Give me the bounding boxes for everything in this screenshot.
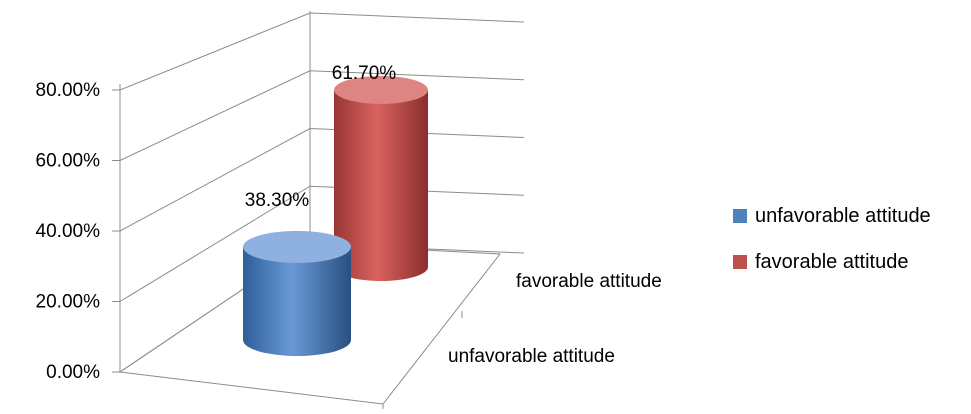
- y-tick-label: 60.00%: [36, 151, 101, 172]
- bar-layer: [243, 75, 428, 356]
- legend-item-favorable: favorable attitude: [733, 239, 931, 285]
- cylinder-favorable: [334, 75, 428, 281]
- y-tick-label: 40.00%: [36, 221, 101, 242]
- legend-label-unfavorable: unfavorable attitude: [755, 204, 931, 227]
- gridline: [119, 12, 525, 91]
- cylinder-body: [334, 89, 428, 281]
- legend-swatch-unfavorable: [733, 209, 747, 223]
- cylinder-top: [334, 75, 428, 104]
- data-label: 38.30%: [245, 190, 310, 211]
- legend-label-favorable: favorable attitude: [755, 250, 909, 273]
- tick-layer: 0.00% 20.00% 40.00% 60.00% 80.00%: [36, 80, 101, 383]
- gridline: [119, 127, 525, 232]
- label-layer: unfavorable attitude favorable attitude 61…: [245, 63, 662, 367]
- grid-layer: [112, 11, 525, 409]
- cylinder-body: [243, 246, 351, 356]
- y-tick-label: 20.00%: [36, 292, 101, 313]
- legend-item-unfavorable: unfavorable attitude: [733, 193, 931, 239]
- y-tick-label: 0.00%: [46, 362, 100, 383]
- cylinder-top: [243, 230, 351, 263]
- legend-swatch-favorable: [733, 255, 747, 269]
- gridline: [119, 70, 525, 161]
- x-tick-label: favorable attitude: [516, 271, 662, 292]
- y-tick-label: 80.00%: [36, 80, 101, 101]
- cylinder-unfavorable: [243, 230, 351, 356]
- data-label: 61.70%: [332, 63, 397, 84]
- legend: unfavorable attitude favorable attitude: [733, 193, 931, 285]
- x-tick-label: unfavorable attitude: [448, 346, 615, 367]
